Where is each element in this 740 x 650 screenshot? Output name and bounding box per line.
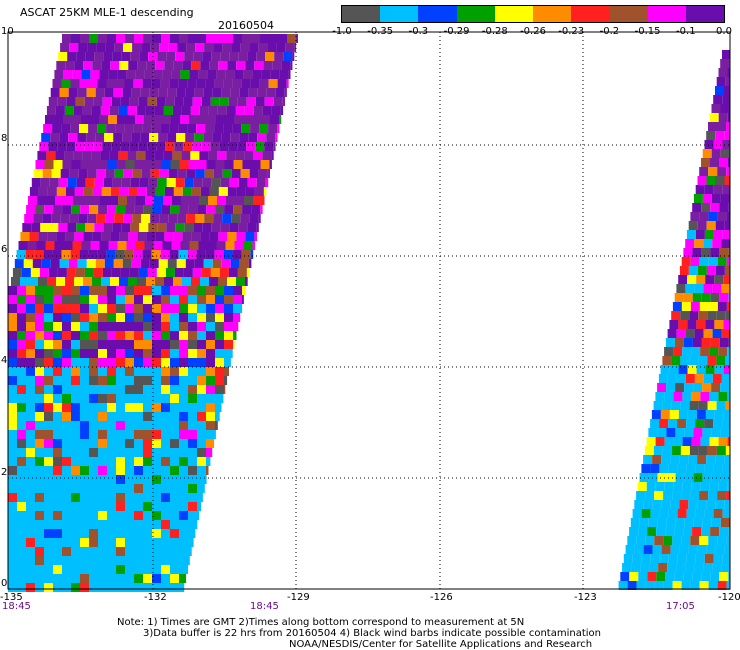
x-tick-label: -120 [718, 592, 740, 603]
color-scale-label: 0.0 [716, 26, 732, 37]
color-scale-segment [571, 6, 610, 22]
product-title: ASCAT 25KM MLE-1 descending [20, 6, 194, 19]
y-tick-label: 2 [1, 467, 8, 478]
plot-frame [7, 31, 731, 590]
y-tick-label: 6 [1, 244, 8, 255]
color-scale-label: -0.15 [634, 26, 661, 37]
color-scale-bar [341, 5, 725, 23]
color-scale-label: -0.2 [599, 26, 620, 37]
color-scale-segment [342, 6, 381, 22]
y-tick-label: 8 [1, 133, 8, 144]
y-tick-label: 4 [1, 355, 8, 366]
x-tick-label: -123 [574, 592, 597, 603]
x-tick-label: -126 [430, 592, 453, 603]
right-swath [618, 50, 730, 590]
x-tick-label: -129 [287, 592, 310, 603]
color-scale-segment [418, 6, 457, 22]
swath-time-right: 17:05 [666, 601, 695, 612]
color-scale-label: -0.26 [520, 26, 546, 37]
product-date: 20160504 [218, 19, 274, 32]
color-scale-segment [533, 6, 572, 22]
color-scale-label: -0.3 [408, 26, 429, 37]
left-swath [8, 34, 298, 592]
note-line-1: Note: 1) Times are GMT 2)Times along bot… [117, 617, 525, 628]
y-tick-label: 10 [1, 26, 14, 37]
y-tick-label: 0 [1, 578, 8, 589]
note-line-2: 3)Data buffer is 22 hrs from 20160504 4)… [143, 628, 601, 639]
color-scale-segment [380, 6, 419, 22]
color-scale-segment [494, 6, 534, 22]
color-scale-label: -0.1 [676, 26, 696, 37]
color-scale-label: -0.23 [558, 26, 585, 37]
grid-lines [8, 32, 730, 589]
color-scale-segment [647, 6, 686, 22]
color-scale-label: -0.29 [443, 26, 470, 37]
color-scale-segment [685, 6, 725, 22]
x-tick-label: -135 [0, 592, 23, 603]
note-line-3: NOAA/NESDIS/Center for Satellite Applica… [289, 639, 593, 650]
swath-time-middle: 18:45 [250, 601, 279, 612]
color-scale-label: -0.28 [481, 26, 508, 37]
swath-time-left: 18:45 [2, 601, 31, 612]
color-scale-label: -0.35 [367, 26, 394, 37]
color-scale-segment [609, 6, 648, 22]
color-scale-label: -1.0 [332, 26, 352, 37]
x-tick-label: -132 [144, 592, 167, 603]
color-scale-segment [456, 6, 495, 22]
